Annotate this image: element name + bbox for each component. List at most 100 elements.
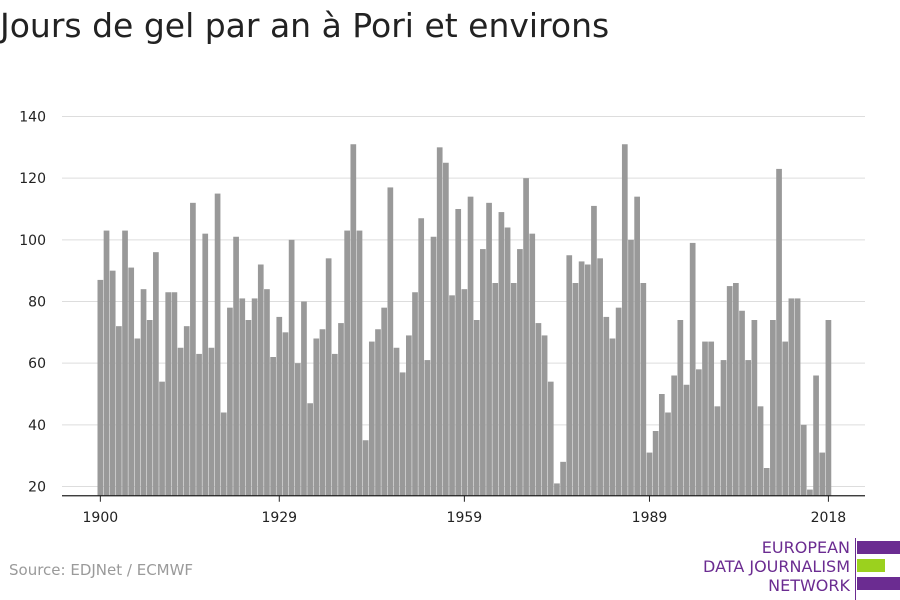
bar-1912 (171, 292, 178, 496)
bar-1970 (529, 233, 536, 496)
bar-1984 (615, 307, 622, 496)
logo-line-3: NETWORK (768, 576, 850, 595)
source-note: Source: EDJNet / ECMWF (9, 561, 194, 579)
bar-1971 (535, 323, 542, 496)
bar-1976 (566, 255, 573, 496)
bar-2008 (763, 468, 770, 496)
bar-1924 (245, 320, 252, 496)
logo-stripe-green (857, 559, 885, 572)
bar-1932 (294, 363, 301, 496)
bar-2005 (745, 360, 752, 496)
bar-1904 (122, 230, 128, 496)
bar-1908 (146, 320, 153, 496)
bar-1923 (239, 298, 246, 496)
bar-1906 (134, 338, 141, 496)
bar-1913 (177, 347, 184, 496)
bar-1989 (646, 452, 653, 496)
bar-1903 (116, 326, 122, 496)
bar-2003 (733, 283, 739, 496)
bar-1955 (436, 147, 443, 496)
bar-2015 (807, 489, 813, 496)
bar-2018 (825, 320, 832, 496)
bar-1928 (270, 357, 276, 496)
bar-1969 (523, 178, 529, 496)
bar-2001 (720, 360, 727, 496)
y-tick-label: 140 (19, 110, 46, 126)
bar-1961 (473, 320, 480, 496)
bar-1943 (362, 440, 369, 496)
bar-1938 (331, 353, 338, 496)
x-tick-label: 1929 (261, 510, 297, 526)
bar-1996 (689, 242, 696, 496)
bar-1926 (257, 264, 264, 496)
bar-1959 (461, 289, 468, 496)
bar-1950 (406, 335, 412, 496)
bar-1911 (165, 292, 172, 496)
bar-1960 (467, 196, 474, 496)
bar-1972 (541, 335, 548, 496)
bar-1952 (418, 218, 425, 496)
bar-1975 (560, 461, 566, 496)
bar-1987 (634, 196, 640, 496)
bar-1947 (387, 187, 394, 496)
bar-1902 (109, 270, 116, 496)
bar-1925 (251, 298, 258, 496)
bar-1901 (103, 230, 110, 496)
bar-1934 (307, 403, 313, 496)
y-tick-label: 40 (28, 418, 46, 434)
y-tick-label: 120 (19, 171, 46, 187)
y-axis-labels: 20 40 60 80 100 120 140 (19, 110, 46, 496)
bar-2014 (800, 424, 807, 496)
bar-1998 (702, 341, 708, 496)
bar-1917 (202, 233, 209, 496)
bar-2012 (788, 298, 795, 496)
bar-1910 (159, 381, 165, 496)
bar-1995 (683, 384, 690, 496)
bar-1993 (671, 375, 678, 496)
x-axis-ticks: 1900 1929 1959 1989 2018 (83, 495, 846, 526)
y-tick-label: 80 (28, 295, 46, 311)
bar-1965 (498, 212, 505, 496)
bar-1949 (399, 372, 406, 496)
bar-1940 (344, 230, 350, 496)
bar-2004 (739, 310, 745, 496)
logo-stripe-purple-top (857, 541, 900, 554)
bar-1968 (517, 249, 523, 496)
y-tick-label: 20 (28, 480, 46, 496)
bar-1999 (708, 341, 715, 496)
bar-1986 (628, 239, 634, 496)
bar-1988 (640, 283, 647, 496)
bar-1997 (695, 369, 702, 496)
bar-1990 (652, 431, 659, 496)
bar-1933 (301, 301, 307, 496)
bar-1927 (264, 289, 270, 496)
logo-stripe-purple-bottom (857, 577, 900, 590)
bar-1920 (220, 412, 227, 496)
bar-1922 (233, 236, 239, 496)
bar-1914 (183, 326, 190, 496)
bar-1915 (190, 202, 196, 496)
bar-1958 (455, 209, 462, 496)
logo-line-2: DATA JOURNALISM (703, 557, 850, 576)
edjnet-logo: EUROPEAN DATA JOURNALISM NETWORK (640, 538, 900, 600)
bar-2009 (770, 320, 776, 496)
bar-2007 (757, 406, 764, 496)
bar-2010 (776, 168, 782, 496)
bar-1946 (381, 307, 388, 496)
bar-1929 (276, 316, 283, 496)
bar-1944 (368, 341, 375, 496)
bar-1985 (621, 144, 628, 496)
chart-title: Jours de gel par an à Pori et environs (0, 6, 610, 45)
x-tick-label: 1900 (83, 510, 119, 526)
bar-1981 (597, 258, 603, 496)
bar-1907 (140, 289, 147, 496)
bar-2002 (726, 286, 733, 496)
bar-1930 (282, 332, 289, 496)
bar-1963 (486, 202, 492, 496)
bar-1957 (449, 295, 455, 496)
logo-line-1: EUROPEAN (761, 538, 850, 557)
bar-1980 (591, 205, 597, 496)
bar-1916 (196, 353, 202, 496)
bar-1948 (393, 347, 400, 496)
bar-1919 (214, 193, 221, 496)
